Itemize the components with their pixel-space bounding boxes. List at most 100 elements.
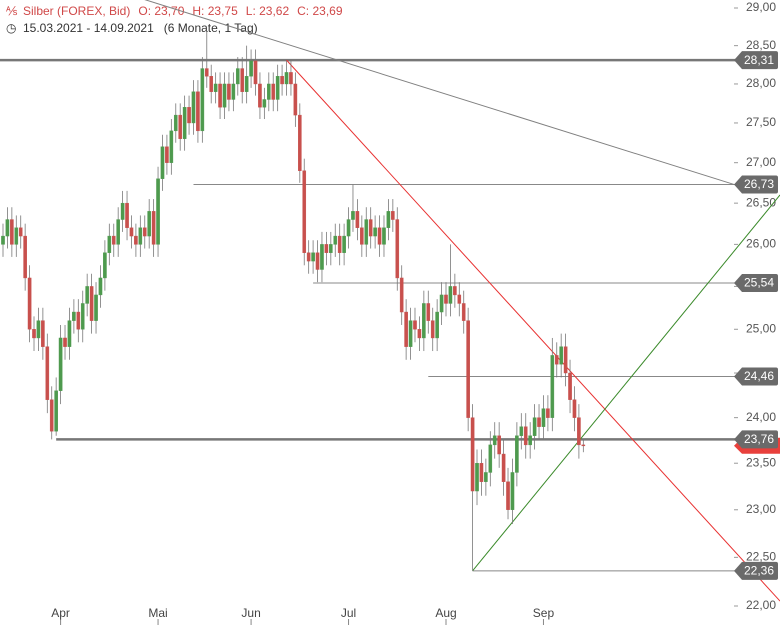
candle-body bbox=[262, 99, 267, 108]
x-tick-label: Aug bbox=[435, 606, 456, 620]
candle-body bbox=[235, 68, 240, 85]
candle-body bbox=[466, 320, 470, 418]
candle-body bbox=[360, 227, 364, 245]
candle-body bbox=[173, 114, 178, 132]
y-tick-label: 23,50 bbox=[746, 455, 776, 469]
candle-body bbox=[492, 435, 497, 446]
y-tick-label: 25,00 bbox=[746, 321, 776, 335]
candle-body bbox=[103, 252, 107, 279]
candle-body bbox=[160, 146, 165, 179]
candle-body bbox=[501, 453, 506, 482]
level-label-box bbox=[734, 274, 778, 293]
trend-line bbox=[472, 194, 780, 572]
y-tick-label: 28,00 bbox=[746, 76, 776, 90]
candle-body bbox=[258, 83, 262, 108]
candle-body bbox=[5, 219, 10, 237]
candle-body bbox=[89, 286, 94, 321]
candle-body bbox=[386, 211, 391, 228]
candle-body bbox=[218, 83, 222, 108]
candle-body bbox=[58, 337, 63, 391]
candle-body bbox=[528, 435, 532, 446]
ohlc-value: C: 23,69 bbox=[297, 4, 343, 18]
candle-body bbox=[554, 355, 559, 365]
ohlc-value: O: 23,70 bbox=[138, 4, 184, 18]
candle-body bbox=[519, 426, 524, 436]
candle-body bbox=[134, 235, 138, 245]
candle-body bbox=[125, 202, 129, 228]
candle-body bbox=[284, 72, 289, 85]
candle-body bbox=[227, 83, 231, 100]
y-tick-label: 23,00 bbox=[746, 502, 776, 516]
level-label: 24,46 bbox=[744, 369, 774, 383]
candle-body bbox=[49, 399, 54, 432]
candle-body bbox=[231, 83, 236, 100]
candle-body bbox=[80, 303, 85, 330]
level-label-box bbox=[734, 175, 778, 194]
y-tick-label: 28,50 bbox=[746, 38, 776, 52]
candle-body bbox=[67, 320, 72, 347]
candle-body bbox=[439, 294, 444, 313]
x-tick-label: Apr bbox=[51, 606, 70, 620]
candle-body bbox=[382, 227, 386, 245]
candle-body bbox=[249, 60, 253, 77]
candle-body bbox=[240, 68, 245, 92]
level-label: 23,76 bbox=[744, 432, 774, 446]
candle-body bbox=[10, 219, 14, 245]
ohlc-value: H: 23,75 bbox=[192, 4, 238, 18]
candle-body bbox=[178, 114, 183, 139]
candle-body bbox=[107, 235, 112, 253]
candle-body bbox=[76, 311, 81, 330]
candle-body bbox=[204, 68, 209, 77]
candle-body bbox=[448, 286, 453, 304]
level-label-box bbox=[734, 51, 778, 70]
candle-body bbox=[213, 83, 218, 92]
candle-body bbox=[351, 211, 355, 220]
candle-body bbox=[559, 346, 563, 365]
candle-body bbox=[306, 252, 311, 262]
candle-body bbox=[320, 244, 324, 270]
candle-body bbox=[417, 329, 422, 339]
candle-body bbox=[18, 227, 23, 237]
candle-body bbox=[484, 472, 488, 482]
candle-body bbox=[395, 219, 400, 279]
candle-body bbox=[329, 244, 333, 253]
candle-body bbox=[275, 76, 280, 100]
y-tick-label: 27,50 bbox=[746, 115, 776, 129]
period: (6 Monate, 1 Tag) bbox=[164, 21, 258, 35]
level-label-box bbox=[734, 561, 778, 580]
candle-body bbox=[41, 320, 45, 347]
candle-body bbox=[475, 463, 479, 492]
y-tick-label: 24,00 bbox=[746, 410, 776, 424]
candle-body bbox=[191, 91, 196, 124]
y-tick-label: 22,00 bbox=[746, 598, 776, 612]
candle-body bbox=[23, 235, 27, 279]
x-tick-label: Jun bbox=[241, 606, 260, 620]
candle-body bbox=[324, 244, 329, 253]
candle-body bbox=[444, 294, 448, 304]
candle-body bbox=[138, 227, 143, 245]
candle-body bbox=[209, 76, 214, 92]
candle-body bbox=[182, 107, 187, 139]
candle-body bbox=[271, 83, 276, 100]
ohlc-value: L: 23,62 bbox=[246, 4, 290, 18]
level-label-box bbox=[734, 367, 778, 386]
level-label: 22,36 bbox=[744, 564, 774, 578]
candle-body bbox=[165, 146, 169, 163]
candle-body bbox=[98, 277, 103, 296]
candle-body bbox=[315, 252, 320, 270]
candle-body bbox=[470, 417, 475, 492]
candle-body bbox=[142, 227, 147, 237]
candle-body bbox=[298, 114, 302, 171]
candle-body bbox=[399, 277, 404, 313]
x-tick-label: Mai bbox=[148, 606, 167, 620]
date-range: 15.03.2021 - 14.09.2021 bbox=[23, 21, 154, 35]
y-tick-label: 27,00 bbox=[746, 155, 776, 169]
candle-body bbox=[408, 320, 413, 347]
candle-body bbox=[479, 463, 484, 482]
candle-body bbox=[572, 399, 577, 418]
candle-body bbox=[497, 435, 501, 455]
candle-body bbox=[200, 68, 205, 132]
candle-body bbox=[532, 417, 537, 436]
